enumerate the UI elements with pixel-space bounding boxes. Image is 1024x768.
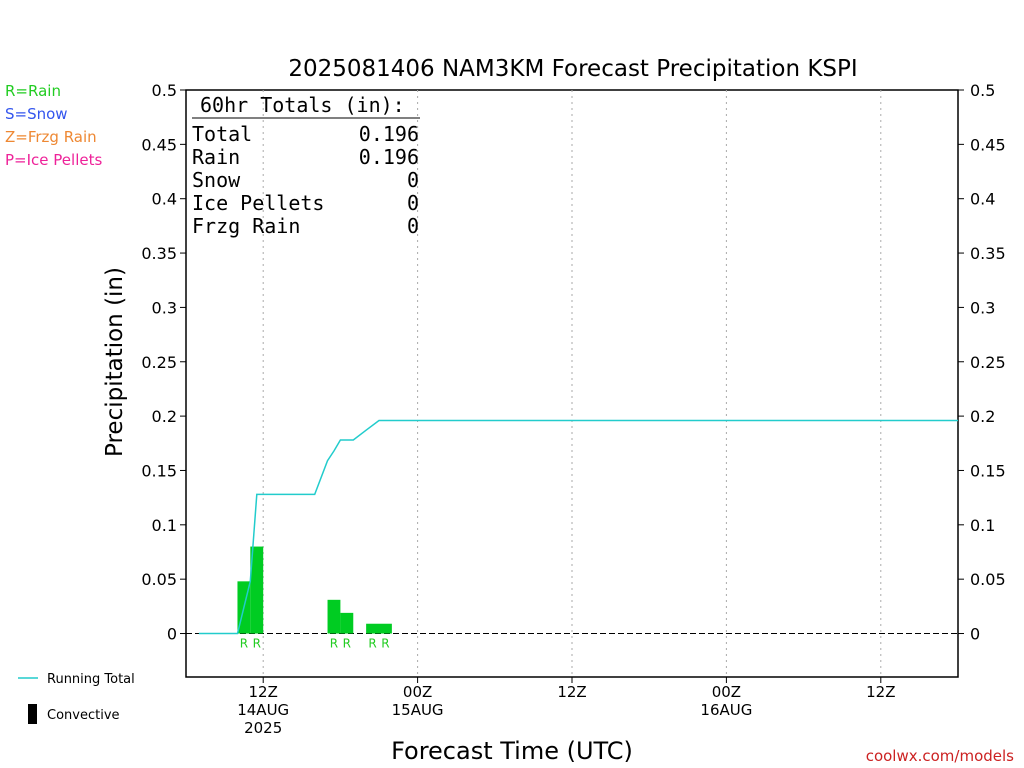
totals-label: Rain xyxy=(192,145,240,169)
y-tick-label-left: 0.1 xyxy=(152,516,177,535)
y-tick-label-left: 0.25 xyxy=(141,353,177,372)
precip-type-label: R xyxy=(343,637,351,651)
precip-type-legend-item: Z=Frzg Rain xyxy=(5,128,97,146)
precip-bar xyxy=(327,599,341,634)
x-tick-label: 2025 xyxy=(244,719,282,737)
y-tick-label-left: 0.15 xyxy=(141,461,177,480)
y-tick-label-right: 0.05 xyxy=(970,570,1006,589)
legend-label: Running Total xyxy=(47,672,135,687)
totals-value: 0 xyxy=(407,168,419,192)
series-legend: Running Total Convective xyxy=(18,672,135,724)
precip-type-label: R xyxy=(368,637,376,651)
totals-box: 60hr Totals (in): Total 0.196 Rain 0.196 Sno… xyxy=(192,93,420,238)
y-tick-label-left: 0.45 xyxy=(141,135,177,154)
x-tick-label: 00Z xyxy=(403,683,432,701)
totals-header: 60hr Totals (in): xyxy=(200,93,405,117)
x-tick-label: 15AUG xyxy=(392,701,444,719)
precip-bars xyxy=(237,546,392,634)
y-tick-label-right: 0.3 xyxy=(970,298,995,317)
y-axis-right: 0 0.05 0.1 0.15 0.2 0.25 0.3 0.35 0.4 0.45 0.5 xyxy=(958,81,1006,644)
totals-label: Ice Pellets xyxy=(192,191,324,215)
precip-type-label: R xyxy=(240,637,248,651)
y-tick-label-right: 0.15 xyxy=(970,461,1006,480)
y-tick-label-left: 0.3 xyxy=(152,298,177,317)
x-tick-label: 12Z xyxy=(557,683,586,701)
totals-value: 0.196 xyxy=(359,145,419,169)
totals-label: Total xyxy=(192,122,252,146)
x-tick-label: 14AUG xyxy=(237,701,289,719)
totals-value: 0 xyxy=(407,191,419,215)
precip-type-legend-item: S=Snow xyxy=(5,105,68,123)
totals-value: 0.196 xyxy=(359,122,419,146)
x-axis-label: Forecast Time (UTC) xyxy=(391,737,633,765)
vertical-grid xyxy=(262,90,882,677)
chart-title: 2025081406 NAM3KM Forecast Precipitation… xyxy=(288,56,857,82)
y-tick-label-right: 0.4 xyxy=(970,190,995,209)
precip-type-legend-item: R=Rain xyxy=(5,82,61,100)
y-tick-label-left: 0.4 xyxy=(152,190,177,209)
x-tick-label: 00Z xyxy=(712,683,741,701)
precip-type-label: R xyxy=(381,637,389,651)
x-tick-label: 12Z xyxy=(249,683,278,701)
y-tick-label-right: 0.1 xyxy=(970,516,995,535)
y-tick-label-right: 0.35 xyxy=(970,244,1006,263)
precip-type-legend-item: P=Ice Pellets xyxy=(5,151,102,169)
precip-type-label: R xyxy=(330,637,338,651)
y-axis-label: Precipitation (in) xyxy=(102,267,128,457)
totals-label: Frzg Rain xyxy=(192,214,300,238)
y-tick-label-right: 0.2 xyxy=(970,407,995,426)
running-total-line xyxy=(198,419,958,635)
watermark: coolwx.com/models xyxy=(866,747,1014,765)
y-tick-label-left: 0.35 xyxy=(141,244,177,263)
y-tick-label-right: 0.45 xyxy=(970,135,1006,154)
precip-type-legend: R=Rain S=Snow Z=Frzg Rain P=Ice Pellets xyxy=(5,82,102,169)
x-tick-label: 12Z xyxy=(866,683,895,701)
x-tick-label: 16AUG xyxy=(700,701,752,719)
precip-bar xyxy=(379,623,392,634)
y-tick-label-right: 0.25 xyxy=(970,353,1006,372)
y-tick-label-left: 0.2 xyxy=(152,407,177,426)
legend-swatch-bar xyxy=(28,704,37,724)
precip-bar xyxy=(366,623,379,634)
y-tick-label-left: 0.05 xyxy=(141,570,177,589)
precip-bar xyxy=(250,546,264,634)
y-tick-label-left: 0 xyxy=(167,625,177,644)
y-tick-label-left: 0.5 xyxy=(152,81,177,100)
legend-label: Convective xyxy=(47,708,120,723)
precip-bar xyxy=(340,612,354,634)
y-axis-left: 0 0.05 0.1 0.15 0.2 0.25 0.3 0.35 0.4 0.45 0.5 xyxy=(141,81,186,644)
precip-type-label: R xyxy=(253,637,261,651)
totals-label: Snow xyxy=(192,168,241,192)
y-tick-label-right: 0 xyxy=(970,625,980,644)
y-tick-label-right: 0.5 xyxy=(970,81,995,100)
totals-value: 0 xyxy=(407,214,419,238)
